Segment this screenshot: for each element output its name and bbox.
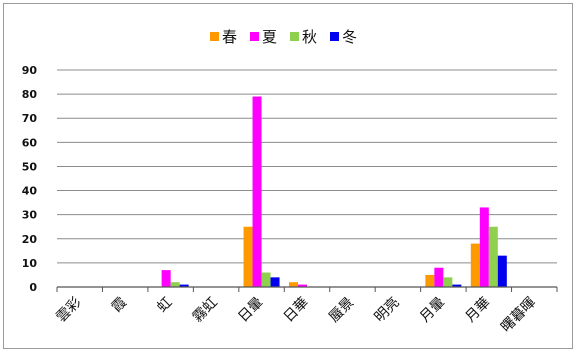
bars bbox=[161, 96, 507, 288]
y-tick-label: 30 bbox=[22, 209, 38, 222]
bar bbox=[443, 277, 453, 287]
y-tick-label: 70 bbox=[22, 112, 38, 125]
x-tick-label: 蜃景 bbox=[326, 295, 357, 326]
bar bbox=[425, 274, 435, 287]
bar bbox=[252, 96, 262, 288]
x-tick-label: 霞 bbox=[109, 295, 130, 316]
bar bbox=[497, 255, 507, 287]
bar bbox=[270, 277, 280, 287]
legend-swatch bbox=[330, 32, 339, 41]
bar bbox=[452, 284, 462, 287]
x-tick-label: 月華 bbox=[463, 295, 494, 326]
x-tick-label: 月暈 bbox=[417, 295, 448, 326]
legend-swatch bbox=[250, 32, 259, 41]
x-tick-label: 虹 bbox=[154, 295, 175, 316]
bar bbox=[170, 282, 180, 287]
x-axis: 雲彩 霞 虹霧虹 日暈 日華 蜃景 明亮 月暈 月華 曙暮暉 bbox=[53, 286, 558, 336]
bar bbox=[479, 207, 489, 287]
legend-label: 秋 bbox=[302, 28, 317, 46]
y-tick-label: 50 bbox=[22, 160, 38, 173]
bar bbox=[179, 284, 189, 287]
bar bbox=[261, 272, 271, 287]
bar bbox=[488, 226, 498, 287]
y-tick-label: 90 bbox=[22, 64, 38, 77]
bar bbox=[289, 282, 298, 287]
x-tick-label: 日華 bbox=[281, 295, 312, 326]
x-tick-label: 日暈 bbox=[235, 295, 266, 326]
x-tick-label: 雲彩 bbox=[53, 295, 84, 326]
chart-frame bbox=[3, 3, 573, 349]
y-tick-label: 60 bbox=[22, 136, 38, 149]
x-tick-label: 曙暮暉 bbox=[498, 295, 539, 336]
x-tick-label: 明亮 bbox=[371, 294, 403, 326]
bar bbox=[298, 284, 307, 287]
bar bbox=[470, 243, 480, 287]
y-axis: 0 10 20 30 40 50 60 70 80 90 bbox=[22, 64, 38, 294]
y-tick-label: 0 bbox=[29, 281, 37, 294]
legend: 春夏秋冬 bbox=[210, 28, 357, 46]
y-tick-label: 40 bbox=[22, 185, 38, 198]
legend-label: 夏 bbox=[262, 28, 277, 46]
x-tick-label: 霧虹 bbox=[190, 295, 221, 326]
legend-label: 春 bbox=[222, 28, 237, 46]
bar bbox=[434, 267, 444, 287]
y-tick-label: 20 bbox=[22, 233, 38, 246]
legend-swatch bbox=[290, 32, 299, 41]
bar bbox=[243, 226, 253, 287]
bar bbox=[161, 270, 171, 287]
y-tick-label: 80 bbox=[22, 88, 38, 101]
legend-label: 冬 bbox=[342, 28, 357, 46]
legend-swatch bbox=[210, 32, 219, 41]
y-tick-label: 10 bbox=[22, 257, 38, 270]
